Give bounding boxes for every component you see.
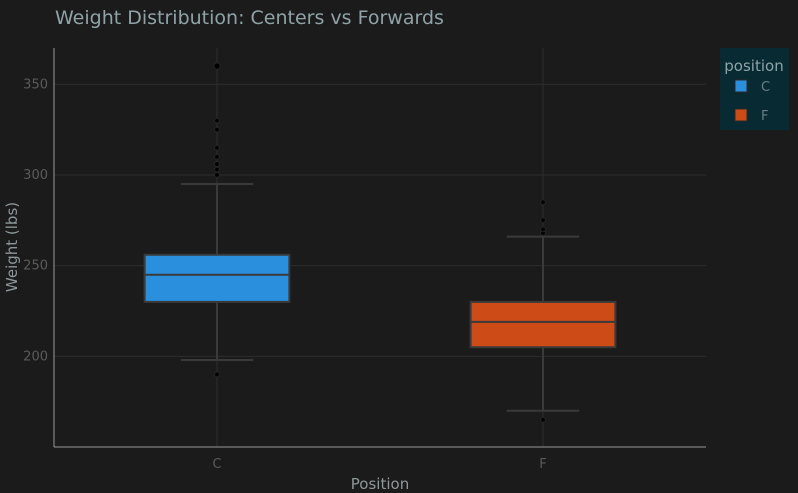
outlier-point <box>214 153 220 160</box>
legend-title: position <box>724 57 783 75</box>
outlier-point <box>540 217 546 224</box>
tick-labels: 200 250 300 350 C F <box>23 77 547 472</box>
box-F <box>469 199 617 423</box>
gridlines <box>54 48 706 447</box>
x-tick-label: C <box>212 457 221 472</box>
y-tick-label: 250 <box>23 259 48 274</box>
legend: position CF <box>720 48 789 130</box>
legend-item-F: F <box>734 108 768 124</box>
iqr-box <box>143 253 291 303</box>
outlier-point <box>214 166 220 173</box>
legend-background <box>720 48 789 130</box>
legend-label: F <box>761 109 768 124</box>
y-axis-title: Weight (lbs) <box>3 202 21 292</box>
iqr-box <box>469 300 617 349</box>
box-C <box>143 62 291 378</box>
outlier-point <box>214 144 220 151</box>
outlier-point <box>214 126 220 133</box>
legend-items: CF <box>734 79 770 124</box>
x-tick-label: F <box>539 457 546 472</box>
y-tick-label: 300 <box>23 168 48 183</box>
outlier-point <box>214 161 220 167</box>
x-axis-title: Position <box>351 475 409 493</box>
box-plot-series <box>143 62 617 423</box>
outlier-point <box>213 62 221 70</box>
outlier-point <box>214 172 220 178</box>
outlier-point <box>540 416 546 423</box>
outlier-point <box>214 371 220 378</box>
outlier-point <box>540 199 546 206</box>
chart-title: Weight Distribution: Centers vs Forwards <box>55 7 444 29</box>
legend-swatch <box>734 79 748 93</box>
outlier-point <box>540 226 546 233</box>
y-tick-label: 350 <box>23 77 48 92</box>
y-tick-label: 200 <box>23 349 48 364</box>
outlier-point <box>214 117 220 124</box>
axes <box>53 48 706 448</box>
legend-label: C <box>761 80 770 95</box>
legend-swatch <box>734 108 748 122</box>
legend-item-C: C <box>734 79 770 95</box>
